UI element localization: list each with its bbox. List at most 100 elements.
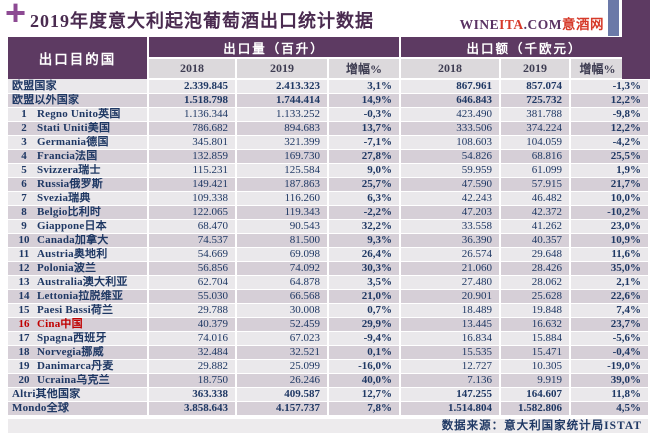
vol-2018-cell: 1.136.344 bbox=[148, 107, 237, 122]
country-label: Cina中国 bbox=[37, 318, 83, 330]
val-2018-cell: 18.489 bbox=[400, 303, 502, 318]
table-row: 8 Belgio比利时 122.065 119.343 -2,2% 47.203 42.37… bbox=[8, 205, 649, 220]
val-2018-cell: 47.590 bbox=[400, 177, 502, 192]
rank-label: 16 bbox=[18, 318, 30, 330]
val-growth-cell: 4,5% bbox=[570, 401, 649, 416]
vol-growth-cell: 0,1% bbox=[328, 345, 402, 360]
table-row: 10 Canada加拿大 74.537 81.500 9,3% 36.390 40.357 1… bbox=[8, 233, 649, 248]
country-cell: 15 Paesi Bassi荷兰 bbox=[8, 303, 149, 318]
val-2019-cell: 68.816 bbox=[500, 149, 572, 164]
vol-2018-cell: 55.030 bbox=[148, 289, 237, 304]
val-2019-cell: 41.262 bbox=[500, 219, 572, 234]
table-row: 6 Russia俄罗斯 149.421 187.863 25,7% 47.590 57.91… bbox=[8, 177, 649, 192]
vol-growth-cell: 25,7% bbox=[328, 177, 402, 192]
val-growth-cell: -5,6% bbox=[570, 331, 649, 346]
country-cell: 19 Danimarca丹麦 bbox=[8, 359, 149, 374]
val-2018-cell: 423.490 bbox=[400, 107, 502, 122]
val-2019-cell: 28.062 bbox=[500, 275, 572, 290]
decor-purple-corner bbox=[622, 0, 650, 79]
vol-growth-cell: 27,8% bbox=[328, 149, 402, 164]
vol-2019-cell: 64.878 bbox=[236, 275, 329, 290]
vol-2018-cell: 29.882 bbox=[148, 359, 237, 374]
table-row: 14 Lettonia拉脱维亚 55.030 66.568 21,0% 20.901 25.… bbox=[8, 289, 649, 304]
vol-growth-cell: -2,2% bbox=[328, 205, 402, 220]
vol-growth-cell: -0,3% bbox=[328, 107, 402, 122]
header-volume-group: 出口量（百升） bbox=[148, 37, 402, 59]
vol-growth-cell: -9,4% bbox=[328, 331, 402, 346]
vol-growth-cell: 0,7% bbox=[328, 303, 402, 318]
val-2018-cell: 15.535 bbox=[400, 345, 502, 360]
country-label: 欧盟国家 bbox=[12, 79, 57, 92]
header-val-2019: 2019 bbox=[500, 58, 572, 80]
vol-2018-cell: 786.682 bbox=[148, 121, 237, 136]
header-vol-2018: 2018 bbox=[148, 58, 237, 80]
decor-blue-bar bbox=[608, 0, 619, 36]
val-2019-cell: 15.471 bbox=[500, 345, 572, 360]
val-2018-cell: 7.136 bbox=[400, 373, 502, 388]
wineita-logo: WINEITA.COM意酒网 bbox=[460, 13, 604, 33]
country-label: 欧盟以外国家 bbox=[12, 94, 80, 106]
rank-label: 10 bbox=[18, 234, 30, 246]
val-2018-cell: 21.060 bbox=[400, 261, 502, 276]
val-growth-cell: 11,8% bbox=[570, 387, 649, 402]
country-label: Austria奥地利 bbox=[37, 248, 108, 260]
country-cell: Altri其他国家 bbox=[8, 387, 149, 402]
country-cell: 11 Austria奥地利 bbox=[8, 247, 149, 262]
data-source-note: 数据来源：意大利国家统计局ISTAT bbox=[8, 419, 648, 433]
country-cell: 8 Belgio比利时 bbox=[8, 205, 149, 220]
val-growth-cell: 23,0% bbox=[570, 219, 649, 234]
val-2018-cell: 42.243 bbox=[400, 191, 502, 206]
header-val-2018: 2018 bbox=[400, 58, 502, 80]
val-growth-cell: 10,0% bbox=[570, 191, 649, 206]
val-growth-cell: -4,2% bbox=[570, 135, 649, 150]
country-cell: 6 Russia俄罗斯 bbox=[8, 177, 149, 192]
table-row: 11 Austria奥地利 54.669 69.098 26,4% 26.574 29.64… bbox=[8, 247, 649, 262]
val-2018-cell: 54.826 bbox=[400, 149, 502, 164]
table-row: 13 Australia澳大利亚 62.704 64.878 3,5% 27.480 28.… bbox=[8, 275, 649, 290]
val-2019-cell: 46.482 bbox=[500, 191, 572, 206]
val-growth-cell: 7,4% bbox=[570, 303, 649, 318]
val-2019-cell: 1.582.806 bbox=[500, 401, 572, 416]
vol-2019-cell: 409.587 bbox=[236, 387, 329, 402]
rank-label: 13 bbox=[18, 276, 30, 288]
vol-2019-cell: 32.521 bbox=[236, 345, 329, 360]
vol-growth-cell: 40,0% bbox=[328, 373, 402, 388]
vol-2018-cell: 132.859 bbox=[148, 149, 237, 164]
table-body: 欧盟国家 2.339.845 2.413.323 3,1% 867.961 857.074… bbox=[8, 79, 649, 416]
country-label: Ucraina乌克兰 bbox=[37, 374, 110, 386]
table-row: 15 Paesi Bassi荷兰 29.788 30.008 0,7% 18.489 19.… bbox=[8, 303, 649, 318]
country-label: Belgio比利时 bbox=[37, 206, 102, 218]
vol-growth-cell: 30,3% bbox=[328, 261, 402, 276]
table-row: 12 Polonia波兰 56.856 74.092 30,3% 21.060 28.426… bbox=[8, 261, 649, 276]
vol-2019-cell: 74.092 bbox=[236, 261, 329, 276]
vol-2019-cell: 119.343 bbox=[236, 205, 329, 220]
vol-2018-cell: 56.856 bbox=[148, 261, 237, 276]
rank-label: 18 bbox=[18, 346, 30, 358]
val-2018-cell: 26.574 bbox=[400, 247, 502, 262]
vol-2018-cell: 122.065 bbox=[148, 205, 237, 220]
vol-2019-cell: 67.023 bbox=[236, 331, 329, 346]
vol-growth-cell: 14,9% bbox=[328, 93, 402, 108]
val-growth-cell: 21,7% bbox=[570, 177, 649, 192]
table-row: 18 Norvegia挪威 32.484 32.521 0,1% 15.535 15.471… bbox=[8, 345, 649, 360]
vol-2019-cell: 30.008 bbox=[236, 303, 329, 318]
vol-2019-cell: 52.459 bbox=[236, 317, 329, 332]
val-2018-cell: 59.959 bbox=[400, 163, 502, 178]
vol-2019-cell: 2.413.323 bbox=[236, 79, 329, 94]
country-label: Paesi Bassi荷兰 bbox=[37, 304, 114, 316]
vol-growth-cell: 13,7% bbox=[328, 121, 402, 136]
val-growth-cell: 22,6% bbox=[570, 289, 649, 304]
logo-ita: ITA bbox=[499, 17, 524, 32]
val-2019-cell: 16.632 bbox=[500, 317, 572, 332]
vol-2018-cell: 54.669 bbox=[148, 247, 237, 262]
table-row: 2 Stati Uniti美国 786.682 894.683 13,7% 333.506… bbox=[8, 121, 649, 136]
country-label: Giappone日本 bbox=[37, 220, 107, 232]
country-label: Regno Unito英国 bbox=[37, 108, 121, 120]
val-2018-cell: 27.480 bbox=[400, 275, 502, 290]
vol-2019-cell: 69.098 bbox=[236, 247, 329, 262]
rank-label: 20 bbox=[18, 374, 30, 386]
logo-com: .COM bbox=[523, 17, 562, 32]
val-growth-cell: -10,2% bbox=[570, 205, 649, 220]
country-label: Francia法国 bbox=[37, 150, 98, 162]
